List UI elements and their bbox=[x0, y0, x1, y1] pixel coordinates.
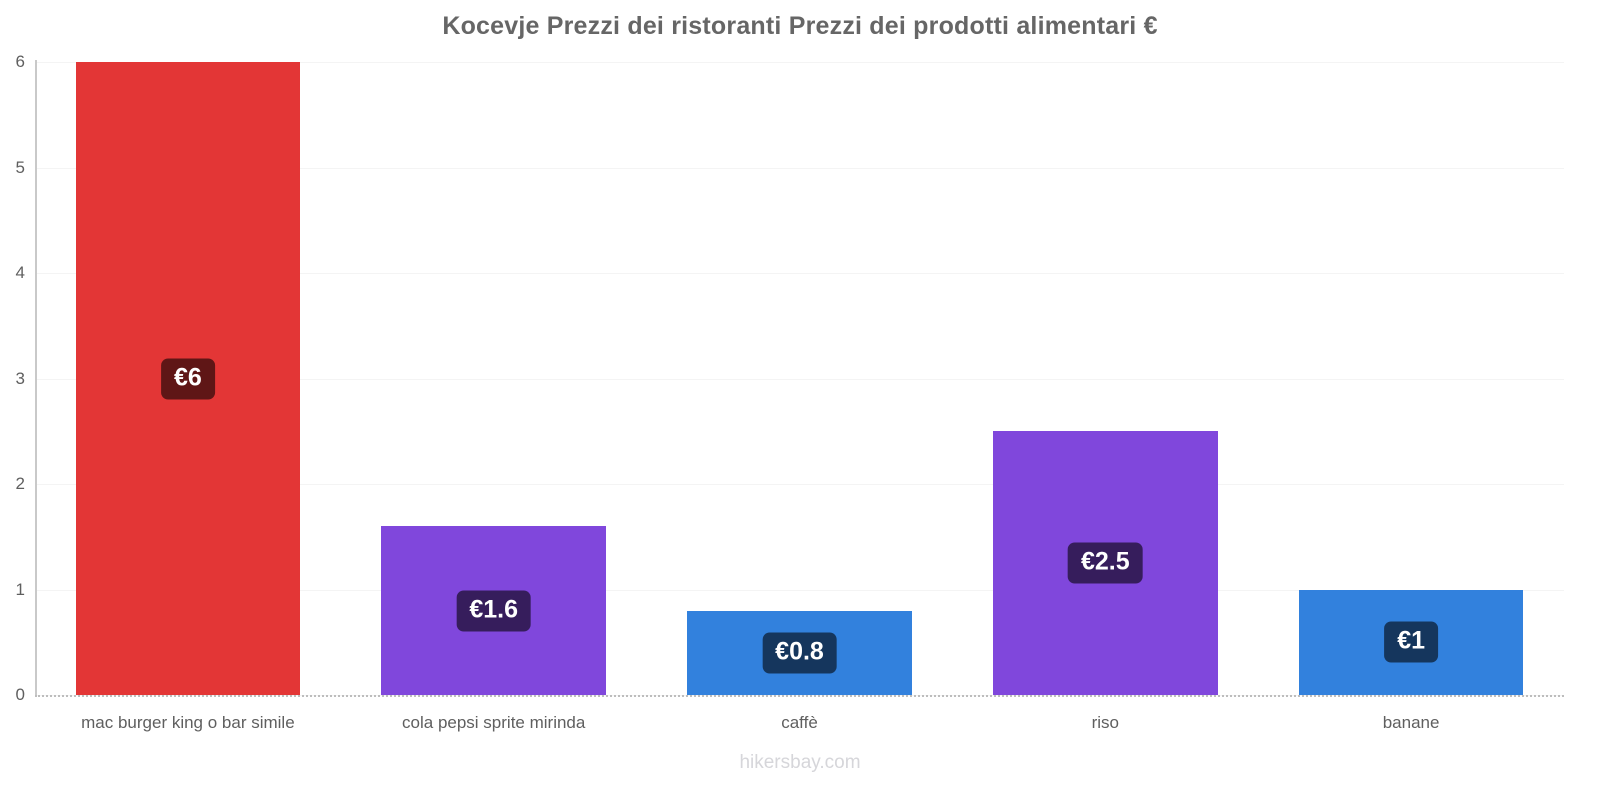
bar-value-label: €1 bbox=[1384, 621, 1438, 663]
bar-value-label: €6 bbox=[160, 358, 215, 399]
x-axis-category-label: caffè bbox=[781, 713, 818, 732]
bar-value-label: €2.5 bbox=[1067, 542, 1143, 584]
gridline bbox=[35, 62, 1564, 63]
x-axis-category-label: riso bbox=[1091, 713, 1119, 732]
bar-value-label: €0.8 bbox=[762, 632, 837, 674]
gridline bbox=[35, 273, 1564, 274]
plot-area bbox=[35, 62, 1564, 696]
y-axis-tick-label: 4 bbox=[15, 263, 25, 282]
y-axis-tick-label: 5 bbox=[15, 157, 25, 177]
bar-value-label: €1.6 bbox=[456, 590, 532, 632]
x-axis-baseline bbox=[35, 695, 1564, 697]
y-axis-tick-label: 2 bbox=[15, 474, 25, 493]
y-axis-line bbox=[35, 60, 37, 697]
gridline bbox=[35, 484, 1564, 485]
gridline bbox=[35, 589, 1564, 591]
gridline bbox=[35, 378, 1564, 380]
y-axis-tick-label: 1 bbox=[15, 579, 25, 599]
footer-credit: hikersbay.com bbox=[739, 752, 861, 773]
x-axis-category-label: cola pepsi sprite mirinda bbox=[402, 713, 586, 732]
y-axis-tick-label: 6 bbox=[15, 52, 25, 71]
x-axis-category-label: mac burger king o bar simile bbox=[81, 713, 295, 732]
y-axis-tick-label: 0 bbox=[15, 685, 25, 704]
gridline bbox=[35, 167, 1564, 169]
y-axis-tick-label: 3 bbox=[15, 368, 25, 388]
chart-title: Kocevje Prezzi dei ristoranti Prezzi dei… bbox=[442, 12, 1158, 40]
x-axis-category-label: banane bbox=[1382, 713, 1440, 732]
